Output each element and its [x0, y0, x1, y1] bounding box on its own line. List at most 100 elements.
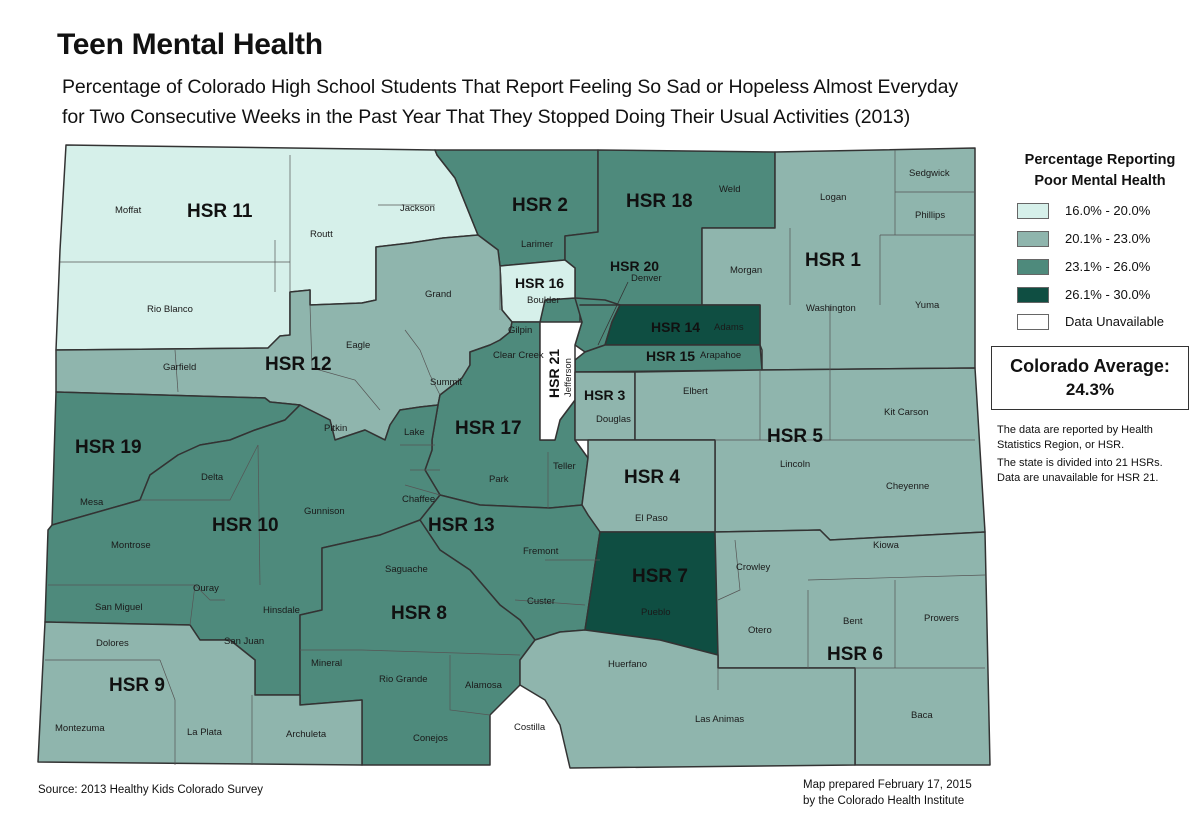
legend-swatch	[1017, 259, 1049, 275]
hsr-labels: HSR 11 HSR 2 HSR 18 HSR 1 HSR 16 HSR 20 …	[75, 191, 883, 696]
county-label: Morgan	[730, 265, 762, 276]
hsr-label: HSR 11	[187, 201, 253, 222]
county-label: Routt	[310, 229, 333, 240]
hsr-label: HSR 21	[546, 349, 562, 398]
legend-label: 20.1% - 23.0%	[1065, 231, 1151, 246]
county-label: Clear Creek	[493, 350, 544, 361]
hsr-label: HSR 6	[827, 644, 883, 665]
county-label: Jefferson	[563, 358, 574, 397]
county-label: Chaffee	[402, 494, 435, 505]
county-label: Mesa	[80, 497, 104, 508]
hsr-label: HSR 16	[515, 275, 564, 291]
county-label: Weld	[719, 184, 740, 195]
county-label: Adams	[714, 322, 744, 333]
credit-line-1: Map prepared February 17, 2015	[803, 779, 972, 791]
county-label: Archuleta	[286, 729, 327, 740]
hsr-label: HSR 3	[584, 387, 625, 403]
legend-label: 26.1% - 30.0%	[1065, 287, 1151, 302]
county-label: Lake	[404, 427, 425, 438]
county-label: Rio Grande	[379, 674, 428, 685]
county-label: Las Animas	[695, 714, 744, 725]
county-label: Denver	[631, 273, 662, 284]
state-average-box: Colorado Average: 24.3%	[991, 346, 1189, 410]
county-label: Saguache	[385, 564, 428, 575]
county-label: Washington	[806, 303, 856, 314]
county-label: El Paso	[635, 513, 668, 524]
state-average-value: 24.3%	[1065, 380, 1115, 399]
county-label: Cheyenne	[886, 481, 929, 492]
hsr-label: HSR 4	[624, 467, 680, 488]
county-label: Custer	[527, 596, 555, 607]
county-label: Phillips	[915, 210, 945, 221]
county-label: Gilpin	[508, 325, 532, 336]
county-label: Douglas	[596, 414, 631, 425]
county-label: Conejos	[413, 733, 448, 744]
hsr-label: HSR 20	[610, 258, 659, 274]
county-label: Teller	[553, 461, 576, 472]
legend-swatch	[1017, 314, 1049, 330]
county-label: Huerfano	[608, 659, 647, 670]
county-label: Yuma	[915, 300, 940, 311]
source-note: Source: 2013 Healthy Kids Colorado Surve…	[38, 784, 264, 796]
note-line: Data are unavailable for HSR 21.	[997, 472, 1159, 484]
county-label: Crowley	[736, 562, 771, 573]
county-label: Elbert	[683, 386, 708, 397]
county-label: Baca	[911, 710, 933, 721]
legend-label: 16.0% - 20.0%	[1065, 203, 1151, 218]
legend-title-line-1: Percentage Reporting	[1024, 152, 1176, 168]
county-label: Hinsdale	[263, 605, 300, 616]
hsr-label: HSR 7	[632, 566, 688, 587]
county-label: Garfield	[163, 362, 196, 373]
county-label: Eagle	[346, 340, 370, 351]
county-label: Kiowa	[873, 540, 900, 551]
county-label: Dolores	[96, 638, 129, 649]
note-line: The state is divided into 21 HSRs.	[997, 457, 1163, 469]
hsr-label: HSR 14	[651, 319, 700, 335]
county-label: Fremont	[523, 546, 559, 557]
hsr-label: HSR 9	[109, 675, 165, 696]
legend-swatch	[1017, 231, 1049, 247]
legend-title: Percentage Reporting Poor Mental Health	[1000, 150, 1200, 192]
county-label: Mineral	[311, 658, 342, 669]
hsr-label: HSR 12	[265, 354, 332, 375]
legend-label: 23.1% - 26.0%	[1065, 259, 1151, 274]
county-labels: Moffat Routt Jackson Larimer Weld Logan …	[55, 168, 959, 744]
hsr-label: HSR 2	[512, 195, 568, 216]
county-label: San Juan	[224, 636, 264, 647]
county-label: Boulder	[527, 295, 560, 306]
county-label: Grand	[425, 289, 451, 300]
county-label: Park	[489, 474, 509, 485]
county-label: Logan	[820, 192, 846, 203]
county-label: San Miguel	[95, 602, 143, 613]
county-label: Ouray	[193, 583, 219, 594]
legend-label: Data Unavailable	[1065, 314, 1165, 329]
hsr-label: HSR 15	[646, 348, 695, 364]
note-line: The data are reported by Health	[997, 424, 1153, 436]
county-label: Delta	[201, 472, 224, 483]
county-label: Pueblo	[641, 607, 671, 618]
county-label: Prowers	[924, 613, 959, 624]
hsr-label: HSR 1	[805, 250, 861, 271]
hsr-label: HSR 17	[455, 418, 522, 439]
county-label: Gunnison	[304, 506, 345, 517]
county-label: Moffat	[115, 205, 142, 216]
legend-title-line-2: Poor Mental Health	[1034, 173, 1166, 189]
region-hsr-9[interactable]	[37, 621, 363, 766]
hsr-label: HSR 19	[75, 437, 142, 458]
hsr-label: HSR 10	[212, 515, 279, 536]
region-hsr-3[interactable]	[574, 371, 636, 441]
map-subtitle-line-1: Percentage of Colorado High School Stude…	[62, 76, 959, 98]
county-label: Montezuma	[55, 723, 105, 734]
county-label: Otero	[748, 625, 772, 636]
county-label: Costilla	[514, 722, 546, 733]
county-label: Bent	[843, 616, 863, 627]
credit-line-2: by the Colorado Health Institute	[803, 795, 965, 807]
note-line: Statistics Region, or HSR.	[997, 439, 1125, 451]
county-label: Kit Carson	[884, 407, 928, 418]
county-label: Summit	[430, 377, 463, 388]
map-title: Teen Mental Health	[57, 28, 323, 61]
county-label: Arapahoe	[700, 350, 741, 361]
county-label: Sedgwick	[909, 168, 950, 179]
hsr-label: HSR 5	[767, 426, 823, 447]
